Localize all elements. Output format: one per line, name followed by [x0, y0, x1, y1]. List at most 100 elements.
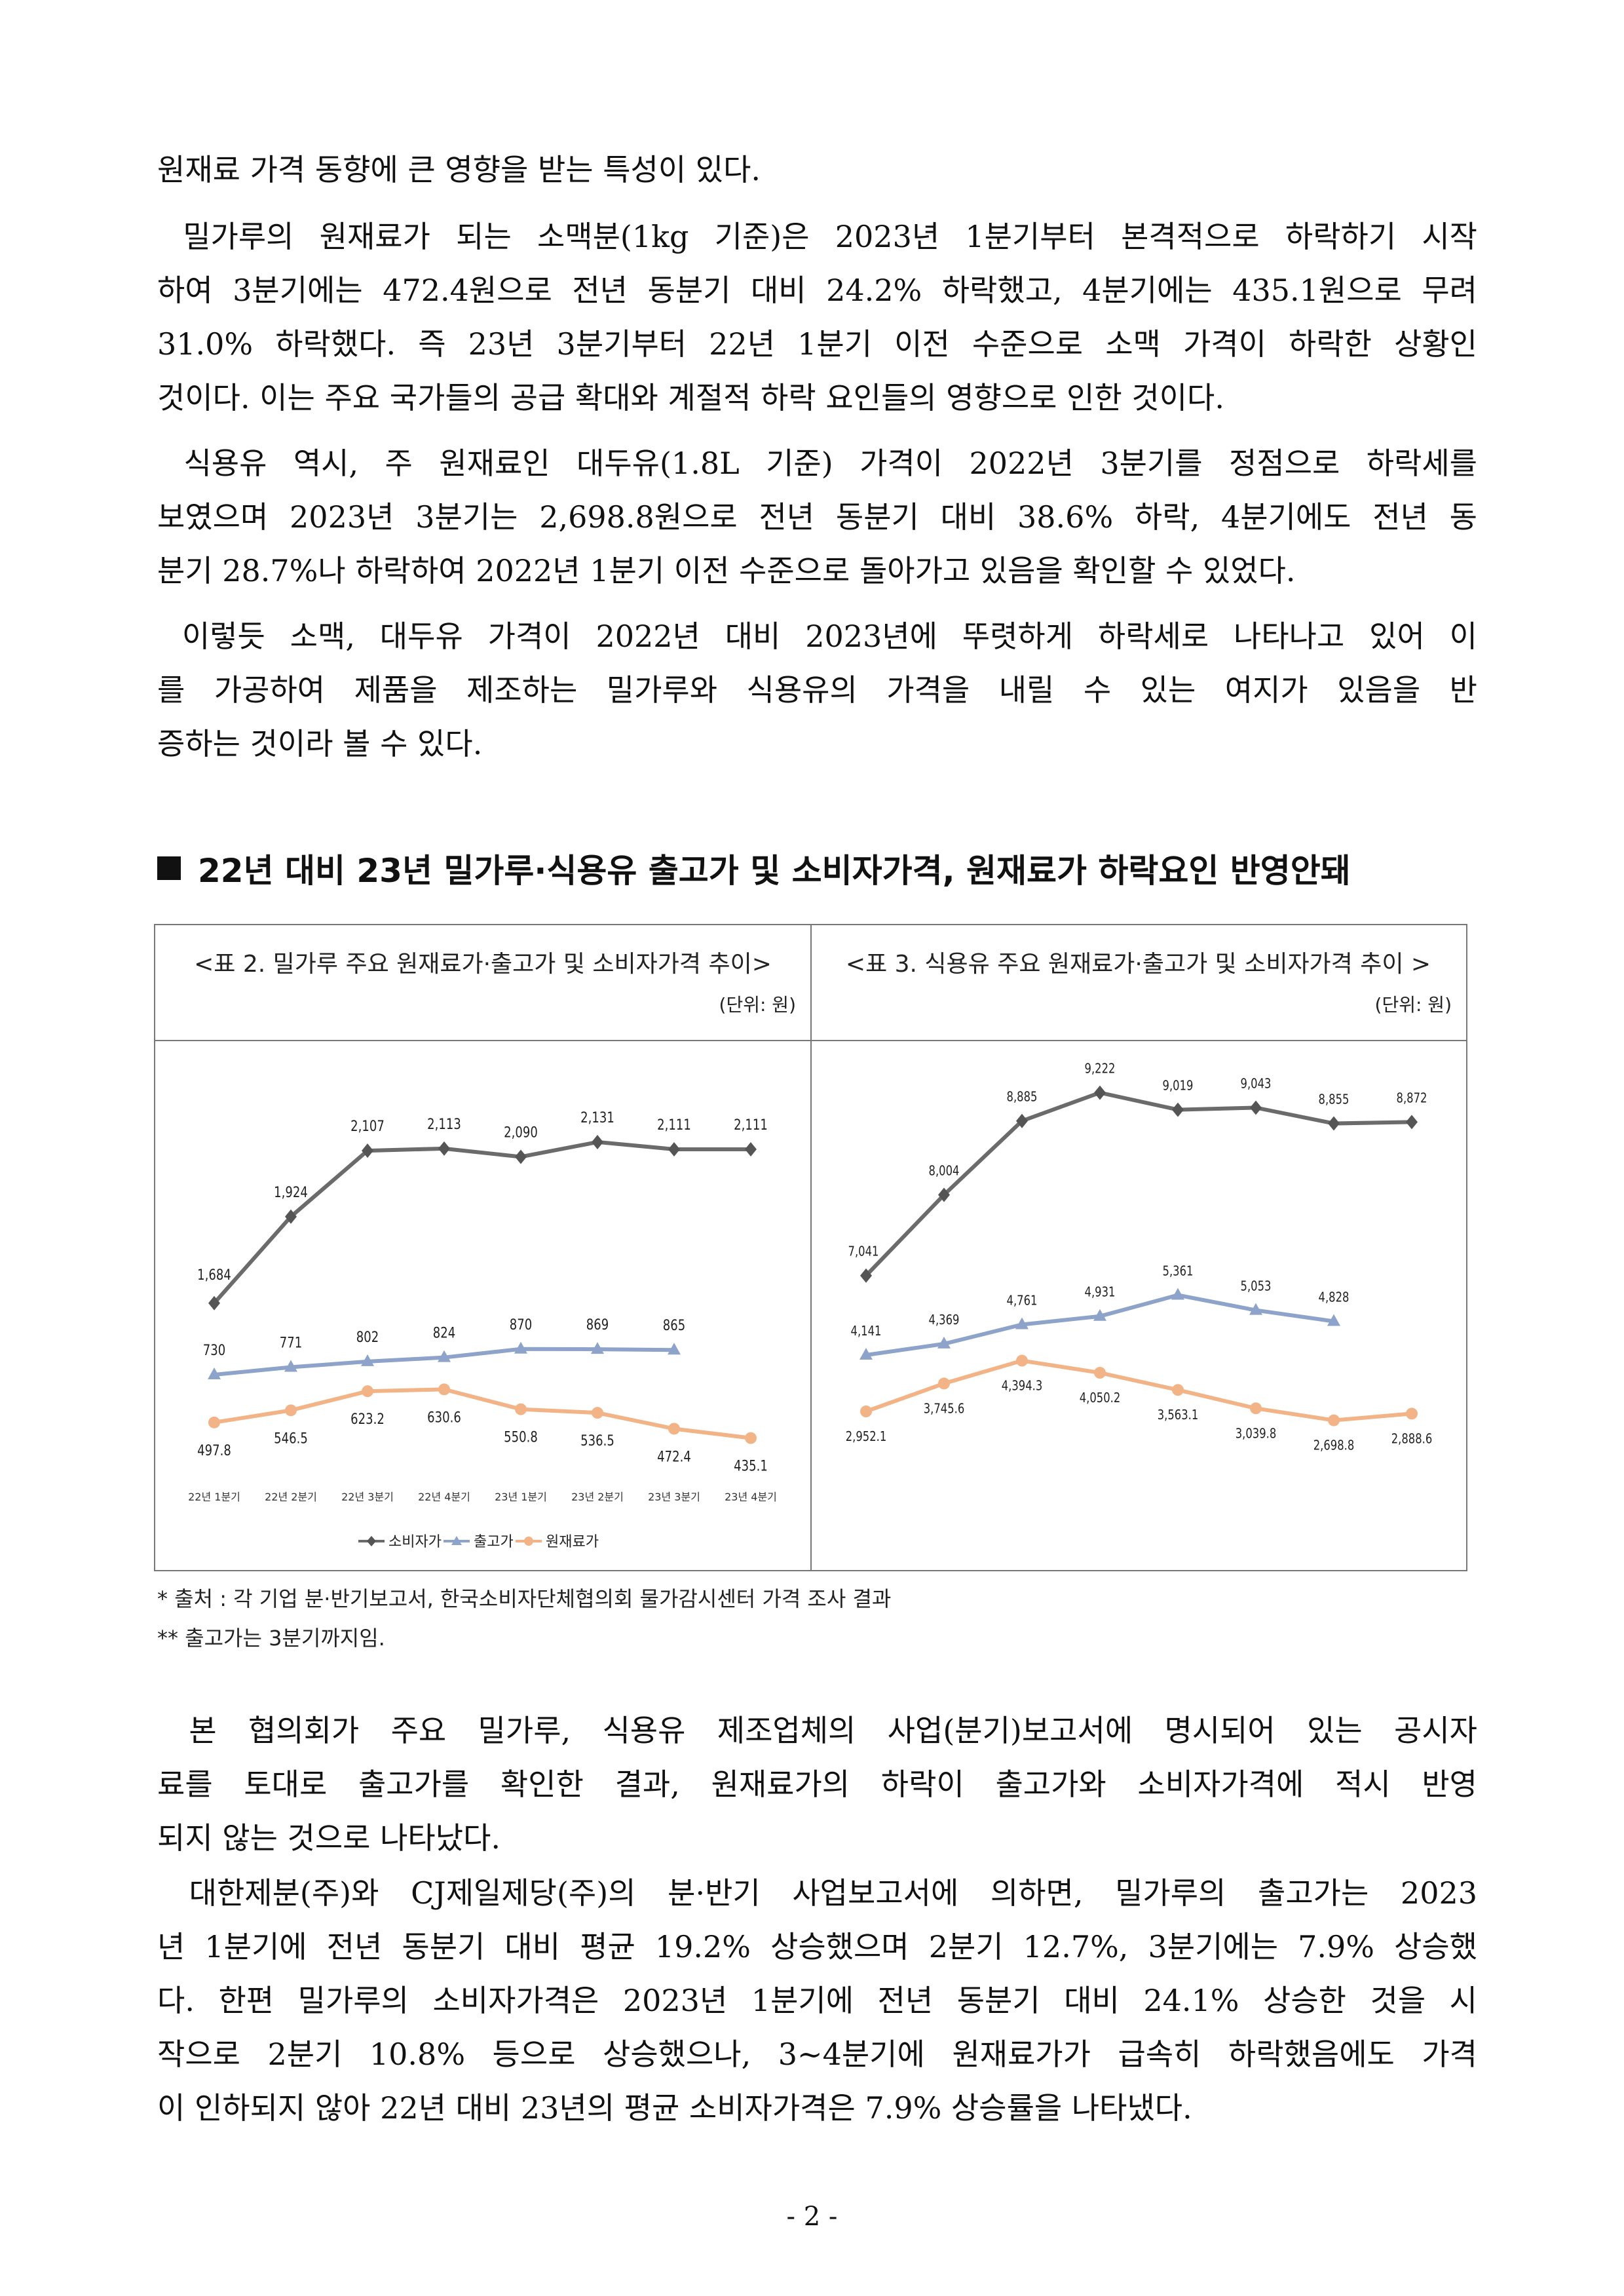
data-label: 8,885	[1007, 1090, 1038, 1105]
data-point-marker	[438, 1350, 451, 1362]
data-label: 8,872	[1397, 1091, 1427, 1106]
panel-divider	[810, 1040, 1466, 1041]
data-label: 1,924	[274, 1183, 308, 1200]
data-label: 730	[203, 1341, 225, 1358]
data-point-marker	[745, 1432, 757, 1444]
paragraph-3: 식용유 역시, 주 원재료인 대두유(1.8L 기준) 가격이 2022년 3분…	[157, 436, 1477, 598]
data-label: 3,745.6	[924, 1402, 965, 1417]
source-note: * 출처 : 각 기업 분·반기보고서, 한국소비자단체협의회 물가감시센터 가…	[157, 1586, 892, 1611]
data-point-marker	[361, 1354, 374, 1366]
paragraph-4: 이렇듯 소맥, 대두유 가격이 2022년 대비 2023년에 뚜렷하게 하락세…	[157, 609, 1477, 771]
data-label: 771	[280, 1334, 302, 1351]
data-point-marker	[1406, 1407, 1418, 1420]
data-point-marker	[1094, 1367, 1106, 1379]
data-label: 9,222	[1085, 1062, 1116, 1077]
data-label: 4,828	[1319, 1290, 1350, 1305]
text-line: 이 인하되지 않아 22년 대비 23년의 평균 소비자가격은 7.9% 상승률…	[157, 2090, 1192, 2126]
data-label: 497.8	[197, 1442, 231, 1459]
data-label: 1,684	[197, 1266, 231, 1283]
series-line-0	[212, 1139, 751, 1305]
text-line: 료를 토대로 출고가를 확인한 결과, 원재료가의 하락이 출고가와 소비자가격…	[157, 1767, 1477, 1802]
oil-chart-unit: (단위: 원)	[1374, 994, 1452, 1016]
data-label: 472.4	[657, 1448, 691, 1465]
data-label: 2,131	[580, 1109, 614, 1126]
text-line: 다. 한편 밀가루의 소비자가격은 2023년 1분기에 전년 동분기 대비 2…	[157, 1983, 1477, 2018]
data-point-marker	[1016, 1354, 1028, 1367]
data-point-marker	[938, 1187, 950, 1202]
data-label: 2,113	[427, 1115, 461, 1132]
data-label: 8,855	[1319, 1092, 1350, 1107]
data-label: 546.5	[274, 1430, 308, 1447]
data-label: 7,041	[848, 1244, 879, 1259]
data-point-marker	[592, 1134, 603, 1149]
data-point-marker	[438, 1383, 450, 1396]
data-label: 4,369	[929, 1312, 960, 1328]
data-label: 2,952.1	[846, 1430, 887, 1445]
data-point-marker	[668, 1423, 680, 1435]
data-label: 4,050.2	[1080, 1391, 1121, 1406]
text-line: 이렇듯 소맥, 대두유 가격이 2022년 대비 2023년에 뚜렷하게 하락세…	[157, 619, 1477, 654]
data-point-marker	[1328, 1116, 1340, 1131]
data-point-marker	[1250, 1402, 1262, 1415]
text-line: 식용유 역시, 주 원재료인 대두유(1.8L 기준) 가격이 2022년 3분…	[157, 446, 1477, 481]
paragraph-1: 원재료 가격 동향에 큰 영향을 받는 특성이 있다.	[157, 143, 1477, 197]
data-point-marker	[1249, 1303, 1262, 1315]
data-point-marker	[438, 1141, 450, 1156]
paragraph-5: 본 협의회가 주요 밀가루, 식용유 제조업체의 사업(분기)보고서에 명시되어…	[157, 1704, 1477, 1865]
data-point-marker	[1250, 1100, 1262, 1115]
data-label: 4,931	[1085, 1285, 1116, 1300]
x-tick-label: 22년 3분기	[341, 1491, 394, 1503]
series-line-2	[865, 1358, 1412, 1423]
text-line: 31.0% 하락했다. 즉 23년 3분기부터 22년 1분기 이전 수준으로 …	[157, 326, 1477, 362]
panel-divider	[155, 1040, 810, 1041]
text-line: 년 1분기에 전년 동분기 대비 평균 19.2% 상승했으며 2분기 12.7…	[157, 1929, 1477, 1964]
legend-marker	[367, 1536, 376, 1546]
data-label: 865	[663, 1316, 685, 1333]
data-label: 3,039.8	[1236, 1426, 1277, 1442]
data-label: 630.6	[427, 1409, 461, 1426]
data-point-marker	[515, 1149, 527, 1164]
x-tick-label: 23년 4분기	[725, 1491, 777, 1503]
text-line: 대한제분(주)와 CJ제일제당(주)의 분·반기 사업보고서에 의하면, 밀가루…	[157, 1875, 1477, 1911]
oil-chart-panel: <표 3. 식용유 주요 원재료가·출고가 및 소비자가격 추이 > (단위: …	[810, 925, 1466, 1570]
data-label: 5,361	[1163, 1264, 1194, 1279]
data-point-marker	[1015, 1317, 1029, 1330]
flour-chart-panel: <표 2. 밀가루 주요 원재료가·출고가 및 소비자가격 추이> (단위: 원…	[155, 925, 812, 1570]
text-line: 분기 28.7%나 하락하여 2022년 1분기 이전 수준으로 돌아가고 있음…	[157, 553, 1296, 588]
text-line: 하여 3분기에는 472.4원으로 전년 동분기 대비 24.2% 하락했고, …	[157, 273, 1477, 308]
section-heading: 22년 대비 23년 밀가루·식용유 출고가 및 소비자가격, 원재료가 하락요…	[157, 845, 1477, 891]
data-point-marker	[1016, 1113, 1028, 1128]
data-label: 8,004	[929, 1164, 960, 1179]
data-point-marker	[285, 1209, 297, 1224]
text-line: 본 협의회가 주요 밀가루, 식용유 제조업체의 사업(분기)보고서에 명시되어…	[157, 1713, 1477, 1748]
text-line: 되지 않는 것으로 나타났다.	[157, 1820, 501, 1856]
data-point-marker	[1172, 1102, 1184, 1117]
data-label: 9,019	[1163, 1079, 1194, 1094]
paragraph-2: 밀가루의 원재료가 되는 소맥분(1kg 기준)은 2023년 1분기부터 본격…	[157, 210, 1477, 425]
flour-line-chart: 1,684 1,924 2,107 2,113 2,090 2,131 2,111 2,111…	[188, 1109, 777, 1550]
data-point-marker	[1094, 1085, 1106, 1100]
data-point-marker	[938, 1377, 950, 1390]
data-label: 5,053	[1241, 1279, 1272, 1294]
data-point-marker	[1172, 1384, 1184, 1396]
charts-container: <표 2. 밀가루 주요 원재료가·출고가 및 소비자가격 추이> (단위: 원…	[154, 924, 1467, 1571]
data-label: 802	[356, 1328, 379, 1345]
legend-marker	[524, 1537, 533, 1546]
data-label: 3,563.1	[1158, 1408, 1199, 1423]
data-point-marker	[745, 1141, 757, 1157]
data-label: 2,090	[504, 1124, 538, 1141]
data-label: 824	[433, 1324, 455, 1341]
x-tick-label: 22년 1분기	[188, 1491, 240, 1503]
data-point-marker	[208, 1416, 220, 1428]
text-line: 를 가공하여 제품을 제조하는 밀가루와 식용유의 가격을 내릴 수 있는 여지…	[157, 672, 1477, 708]
data-label: 4,141	[851, 1324, 882, 1339]
legend-label: 원재료가	[546, 1534, 599, 1550]
text-line: 보였으며 2023년 3분기는 2,698.8원으로 전년 동분기 대비 38.…	[157, 499, 1477, 535]
data-label: 536.5	[580, 1432, 614, 1449]
data-label: 869	[586, 1316, 609, 1333]
x-tick-label: 23년 3분기	[648, 1491, 700, 1503]
paragraph-6: 대한제분(주)와 CJ제일제당(주)의 분·반기 사업보고서에 의하면, 밀가루…	[157, 1866, 1477, 2135]
data-point-marker	[1171, 1288, 1184, 1300]
data-point-marker	[668, 1343, 681, 1355]
data-point-marker	[937, 1336, 951, 1349]
